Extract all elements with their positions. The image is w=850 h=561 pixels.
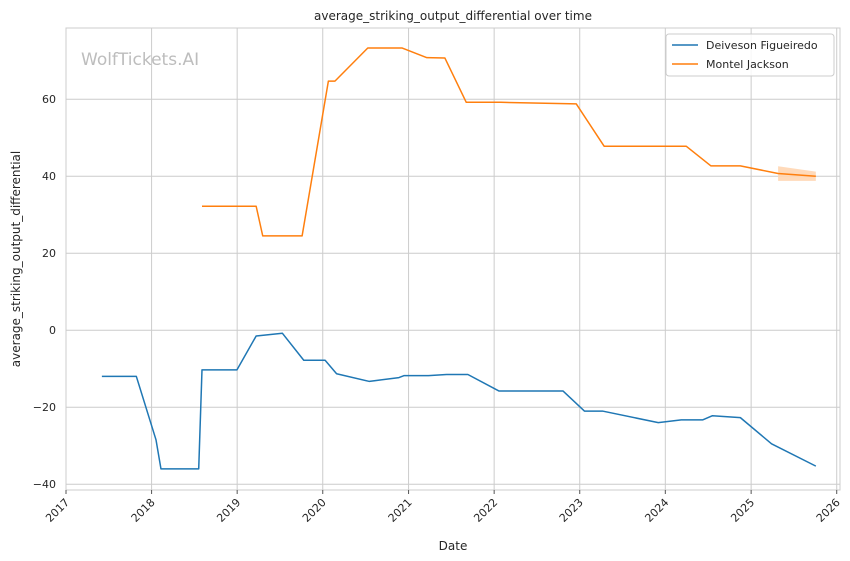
y-tick-label: −40 xyxy=(33,478,56,491)
series-lines xyxy=(101,47,817,470)
chart-title: average_striking_output_differential ove… xyxy=(314,9,592,23)
legend-label-deiveson-figueiredo: Deiveson Figueiredo xyxy=(706,39,818,52)
y-axis-label: average_striking_output_differential xyxy=(9,151,23,367)
y-tick-label: 40 xyxy=(42,170,56,183)
y-tick-label: 0 xyxy=(49,324,56,337)
legend-label-montel-jackson: Montel Jackson xyxy=(706,58,789,71)
confidence-bands xyxy=(778,166,816,181)
y-tick-label: 20 xyxy=(42,247,56,260)
y-axis-ticks: −40 −20 0 20 40 60 xyxy=(33,93,56,491)
plot-frame xyxy=(65,27,841,491)
legend-box xyxy=(665,33,835,77)
series-line-montel-jackson xyxy=(201,47,816,237)
legend: Deiveson Figueiredo Montel Jackson xyxy=(665,33,835,77)
grid xyxy=(65,28,840,490)
watermark: WolfTickets.AI xyxy=(81,50,199,70)
confidence-band-montel-jackson xyxy=(778,166,816,181)
y-tick-label: 60 xyxy=(42,93,56,106)
series-line-deiveson-figueiredo xyxy=(101,332,817,470)
y-tick-label: −20 xyxy=(33,401,56,414)
x-axis-label: Date xyxy=(439,539,468,553)
